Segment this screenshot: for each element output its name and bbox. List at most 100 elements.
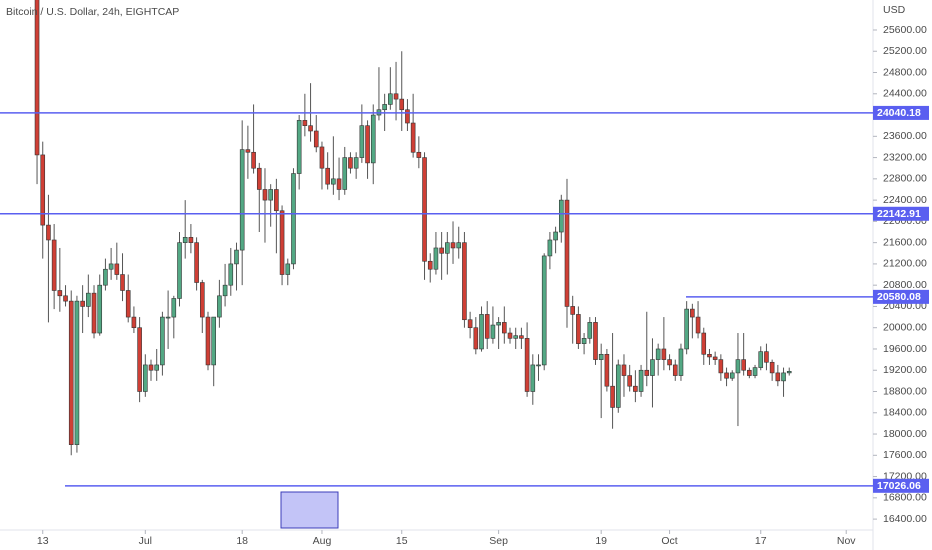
candle-body xyxy=(63,295,68,302)
candle-body xyxy=(325,167,330,185)
y-tick-label: 23200.00 xyxy=(883,151,927,163)
x-tick-label: Oct xyxy=(661,535,677,547)
candle-body xyxy=(348,157,353,169)
candle-body xyxy=(302,120,308,126)
y-tick-label: 20000.00 xyxy=(883,321,927,333)
candle-body xyxy=(262,189,268,201)
candle-body xyxy=(353,157,359,169)
candle-body xyxy=(279,210,285,275)
y-tick-label: 24400.00 xyxy=(883,88,927,100)
y-tick-label: 25600.00 xyxy=(883,24,927,36)
candle-body xyxy=(245,149,251,153)
candle-body xyxy=(729,372,735,379)
candle-body xyxy=(274,189,279,212)
candle-body xyxy=(268,189,273,201)
level-label: 22142.91 xyxy=(877,208,921,220)
candle-body xyxy=(581,338,587,344)
candle-body xyxy=(450,242,456,249)
candle-body xyxy=(228,263,234,286)
candle-body xyxy=(547,239,553,257)
candle-body xyxy=(564,199,570,307)
candle-body xyxy=(160,316,165,366)
level-label-box xyxy=(873,478,929,493)
candle-body xyxy=(558,199,564,233)
candle-body xyxy=(615,364,621,408)
candle-body xyxy=(199,282,205,318)
candle-body xyxy=(718,359,724,374)
candle-body xyxy=(393,93,399,100)
candle-body xyxy=(194,242,199,283)
candle-body xyxy=(775,372,781,382)
candle-body xyxy=(251,151,256,169)
candle-body xyxy=(621,364,627,376)
x-tick-label: Nov xyxy=(837,535,856,547)
axis-unit: USD xyxy=(883,4,906,16)
candle-body xyxy=(154,364,160,371)
candle-body xyxy=(593,322,598,360)
candle-body xyxy=(667,359,672,366)
candle-body xyxy=(120,274,125,291)
candle-body xyxy=(638,369,644,392)
level-label: 24040.18 xyxy=(877,107,921,119)
candle-body xyxy=(576,314,581,344)
candle-body xyxy=(479,314,484,350)
candle-body xyxy=(143,364,148,392)
candle-body xyxy=(291,173,296,265)
x-tick-label: Sep xyxy=(489,535,508,547)
candle-body xyxy=(684,308,689,350)
y-tick-label: 19600.00 xyxy=(883,343,927,355)
candle-body xyxy=(735,359,741,374)
candle-body xyxy=(439,247,444,254)
y-tick-label: 24800.00 xyxy=(883,66,927,78)
candle-body xyxy=(530,364,536,392)
candle-body xyxy=(34,0,40,156)
y-tick-label: 18000.00 xyxy=(883,428,927,440)
candle-body xyxy=(541,255,547,366)
candle-body xyxy=(644,369,650,376)
y-tick-label: 16400.00 xyxy=(883,513,927,525)
candle-body xyxy=(74,300,80,445)
candle-body xyxy=(171,298,177,318)
candle-body xyxy=(177,242,182,299)
candle-body xyxy=(536,364,541,367)
candle-body xyxy=(103,268,108,286)
candle-body xyxy=(502,322,507,334)
candle-body xyxy=(712,356,718,360)
y-tick-label: 19200.00 xyxy=(883,364,927,376)
candle-body xyxy=(365,125,370,164)
x-tick-label: Aug xyxy=(313,535,332,547)
candle-body xyxy=(182,237,188,243)
candle-body xyxy=(331,178,336,185)
candle-body xyxy=(222,284,228,297)
candle-body xyxy=(747,369,752,376)
candle-body xyxy=(422,157,427,262)
candle-body xyxy=(627,375,632,387)
y-tick-label: 22800.00 xyxy=(883,173,927,185)
candle-body xyxy=(40,154,46,226)
candle-body xyxy=(165,316,171,319)
candle-body xyxy=(57,290,63,297)
candle-body xyxy=(256,167,262,190)
candle-body xyxy=(125,290,131,318)
level-label: 20580.08 xyxy=(877,291,921,303)
y-tick-label: 25200.00 xyxy=(883,45,927,57)
candle-body xyxy=(405,109,410,124)
candle-body xyxy=(781,372,786,382)
level-label: 17026.06 xyxy=(877,480,921,492)
candle-body xyxy=(570,306,575,315)
candle-body xyxy=(97,284,103,334)
candle-body xyxy=(108,263,114,270)
candle-body xyxy=(445,242,450,254)
candle-body xyxy=(388,93,393,105)
candle-body xyxy=(148,364,154,371)
y-tick-label: 16800.00 xyxy=(883,492,927,504)
x-tick-label: 15 xyxy=(396,535,408,547)
candle-body xyxy=(655,348,661,360)
x-tick-label: 17 xyxy=(755,535,767,547)
candle-body xyxy=(701,332,707,355)
candle-body xyxy=(695,316,701,334)
date-range-box xyxy=(280,491,339,529)
candle-body xyxy=(46,224,51,241)
candle-body xyxy=(382,104,387,111)
candle-body xyxy=(672,364,678,376)
